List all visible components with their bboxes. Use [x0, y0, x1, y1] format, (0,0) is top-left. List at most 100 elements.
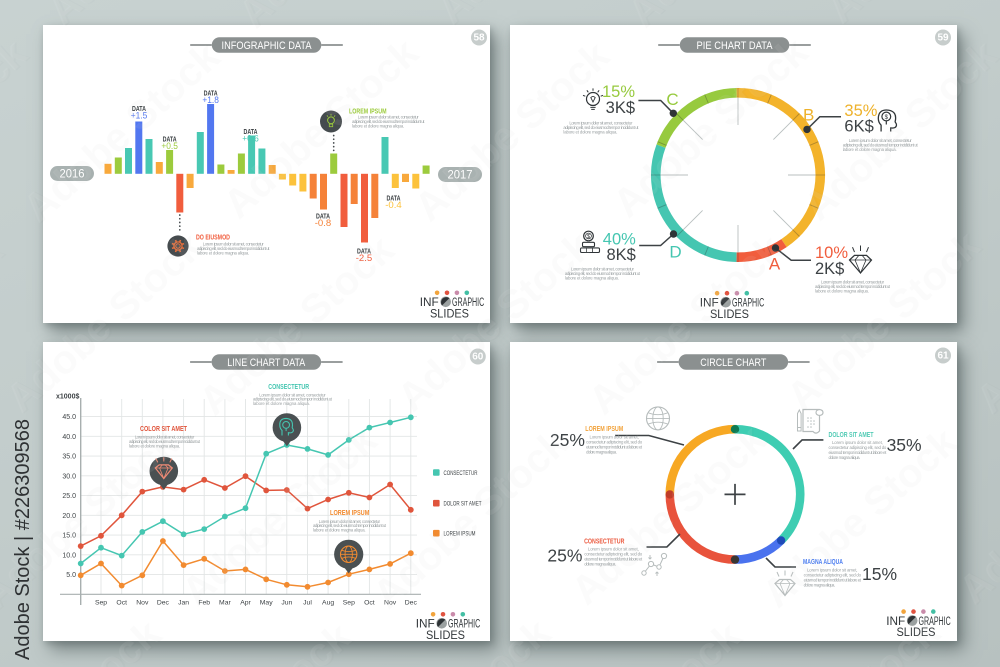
- svg-text:Lorem ipsum dolor sit amet: Lorem ipsum dolor sit amet, consectetur: [849, 138, 913, 143]
- svg-text:LOREM IPSUM: LOREM IPSUM: [444, 531, 476, 538]
- svg-text:labore et dolore magna aliqua.: labore et dolore magna aliqua.: [352, 124, 404, 129]
- svg-text:Aug: Aug: [322, 600, 334, 607]
- svg-text:59: 59: [937, 33, 949, 44]
- svg-text:Adobe Stock: Adobe Stock: [992, 28, 1000, 225]
- svg-text:Lorem ipsum dolor sit: Lorem ipsum dolor sit amet,: [590, 434, 639, 439]
- svg-text:DATA: DATA: [163, 137, 177, 144]
- svg-text:$: $: [587, 234, 590, 240]
- svg-text:Sep: Sep: [343, 600, 355, 607]
- svg-text:6K$: 6K$: [844, 118, 873, 136]
- svg-text:Lorem ipsum dolor sit amet: Lorem ipsum dolor sit amet, consectetur: [358, 115, 419, 120]
- svg-text:COLOR SIT AMET: COLOR SIT AMET: [140, 424, 187, 433]
- svg-text:30.0: 30.0: [62, 473, 76, 480]
- svg-text:May: May: [260, 600, 273, 607]
- svg-text:consectetur adipiscing elit,: consectetur adipiscing elit, sed do: [829, 445, 887, 450]
- svg-text:Jan: Jan: [178, 600, 189, 607]
- svg-text:Adobe Stock: Adobe Stock: [0, 31, 36, 228]
- svg-text:adipiscing elit, sed do eiusmo: adipiscing elit, sed do eiusmod tempor i…: [253, 397, 333, 402]
- svg-text:DO EIUSMOD: DO EIUSMOD: [196, 233, 230, 242]
- svg-text:D: D: [669, 242, 681, 261]
- svg-text:CONSECTETUR: CONSECTETUR: [444, 470, 478, 477]
- svg-text:Adobe Stock: Adobe Stock: [0, 31, 38, 228]
- svg-text:DATA: DATA: [132, 106, 146, 113]
- svg-text:labore et dolore magna aliqua.: labore et dolore magna aliqua.: [565, 276, 619, 281]
- svg-text:SLIDES: SLIDES: [426, 628, 465, 641]
- svg-text:+0.6: +0.6: [242, 134, 259, 144]
- svg-text:labore et dolore magna aliqua.: labore et dolore magna aliqua.: [253, 401, 310, 406]
- svg-text:LOREM IPSUM: LOREM IPSUM: [330, 508, 369, 517]
- svg-text:LINE CHART DATA: LINE CHART DATA: [227, 357, 305, 369]
- svg-text:LOREM IPSUM: LOREM IPSUM: [585, 424, 623, 433]
- svg-text:INF: INF: [420, 295, 439, 309]
- svg-text:35%: 35%: [887, 435, 922, 455]
- svg-text:25%: 25%: [550, 430, 585, 450]
- svg-text:10.0: 10.0: [62, 552, 76, 559]
- svg-text:SLIDES: SLIDES: [710, 307, 749, 321]
- svg-text:adipiscing elit, sed do eiusmo: adipiscing elit, sed do eiusmod tempor i…: [815, 284, 891, 289]
- svg-text:LOREM IPSUM: LOREM IPSUM: [349, 107, 387, 116]
- svg-text:PIE CHART DATA: PIE CHART DATA: [697, 40, 773, 52]
- svg-text:+1.8: +1.8: [202, 95, 219, 105]
- svg-text:Lorem ipsum dolor sit amet: Lorem ipsum dolor sit amet, consectetur: [135, 435, 195, 440]
- svg-text:labore et dolore magna aliqua.: labore et dolore magna aliqua.: [197, 251, 249, 256]
- svg-text:adipiscing elit, sed do eiusmo: adipiscing elit, sed do eiusmod tempor i…: [313, 523, 387, 528]
- svg-text:35.0: 35.0: [62, 454, 76, 461]
- svg-text:eiusmod tempor incididunt ut l: eiusmod tempor incididunt ut labore et: [584, 557, 643, 562]
- svg-text:DOLOR SIT AMET: DOLOR SIT AMET: [444, 501, 482, 508]
- svg-text:Lorem ipsum dolor sit: Lorem ipsum dolor sit amet,: [588, 547, 639, 552]
- svg-text:C: C: [666, 90, 678, 109]
- svg-text:+0.5: +0.5: [161, 141, 178, 151]
- svg-text:Lorem ipsum dolor sit amet: Lorem ipsum dolor sit amet, consectetur: [571, 267, 635, 272]
- svg-text:Oct: Oct: [364, 600, 375, 607]
- svg-text:40%: 40%: [603, 231, 636, 249]
- svg-text:adipiscing elit, sed do eiusmo: adipiscing elit, sed do eiusmod tempor i…: [197, 246, 270, 251]
- svg-text:Lorem ipsum dolor sit amet: Lorem ipsum dolor sit amet, consectetur: [319, 519, 381, 524]
- svg-text:INF: INF: [416, 617, 435, 631]
- svg-text:Adobe Stock | #226309568: Adobe Stock | #226309568: [12, 419, 34, 660]
- svg-text:Lorem ipsum dolor sit amet: Lorem ipsum dolor sit amet, consectetur: [203, 241, 264, 246]
- svg-text:Lorem ipsum dolor sit amet: Lorem ipsum dolor sit amet, consectetur: [821, 280, 885, 285]
- svg-text:adipiscing elit, sed do eiusmo: adipiscing elit, sed do eiusmod tempor i…: [129, 439, 201, 444]
- svg-text:consectetur adipiscing elit,: consectetur adipiscing elit, sed do: [804, 573, 862, 578]
- svg-text:DATA: DATA: [244, 129, 258, 136]
- svg-text:adipiscing elit, sed do eiusmo: adipiscing elit, sed do eiusmod tempor i…: [352, 119, 425, 124]
- svg-text:61: 61: [937, 351, 949, 362]
- svg-text:-0.4: -0.4: [385, 200, 402, 210]
- svg-text:Sep: Sep: [95, 600, 107, 607]
- svg-text:5.0: 5.0: [66, 572, 76, 579]
- svg-text:2016: 2016: [60, 166, 85, 180]
- svg-text:25.0: 25.0: [62, 493, 76, 500]
- svg-text:MAGNA ALIQUA: MAGNA ALIQUA: [803, 557, 843, 566]
- svg-text:25%: 25%: [547, 546, 582, 566]
- svg-text:x1000$: x1000$: [56, 394, 79, 401]
- svg-text:15%: 15%: [862, 564, 897, 584]
- svg-text:Feb: Feb: [198, 600, 210, 607]
- svg-text:40.0: 40.0: [62, 434, 76, 441]
- svg-text:DATA: DATA: [204, 91, 218, 98]
- svg-text:35%: 35%: [844, 102, 877, 120]
- svg-text:dolore magna aliqua.: dolore magna aliqua.: [586, 449, 617, 454]
- svg-text:B: B: [803, 106, 814, 125]
- svg-text:-2.5: -2.5: [356, 253, 373, 263]
- svg-text:DOLOR SIT AMET: DOLOR SIT AMET: [829, 430, 874, 439]
- svg-text:labore et dolore magna aliqua.: labore et dolore magna aliqua.: [563, 130, 617, 135]
- svg-text:SLIDES: SLIDES: [897, 625, 936, 639]
- svg-text:Nov: Nov: [136, 600, 149, 607]
- svg-text:Dec: Dec: [157, 600, 170, 607]
- svg-text:Dec: Dec: [405, 600, 418, 607]
- svg-text:Nov: Nov: [384, 600, 397, 607]
- svg-text:Adobe Stock: Adobe Stock: [968, 225, 1000, 422]
- svg-text:Adobe Stock: Adobe Stock: [0, 228, 13, 425]
- svg-text:adipiscing elit, sed do eiusmo: adipiscing elit, sed do eiusmod tempor i…: [565, 271, 641, 276]
- svg-text:Jul: Jul: [303, 600, 312, 607]
- svg-text:-0.8: -0.8: [315, 218, 332, 228]
- svg-text:INFOGRAPHIC DATA: INFOGRAPHIC DATA: [222, 40, 312, 52]
- svg-text:adipiscing elit, sed do eiusmo: adipiscing elit, sed do eiusmod tempor i…: [563, 125, 639, 130]
- svg-text:Oct: Oct: [116, 600, 127, 607]
- svg-text:labore et dolore magna aliqua.: labore et dolore magna aliqua.: [815, 289, 869, 294]
- svg-text:INF: INF: [700, 296, 719, 310]
- svg-text:SLIDES: SLIDES: [430, 306, 469, 320]
- svg-text:CIRCLE CHART: CIRCLE CHART: [700, 357, 766, 369]
- svg-text:CONSECTETUR: CONSECTETUR: [268, 382, 309, 391]
- svg-text:eiusmod tempor incididunt ut l: eiusmod tempor incididunt ut labore et: [804, 578, 862, 583]
